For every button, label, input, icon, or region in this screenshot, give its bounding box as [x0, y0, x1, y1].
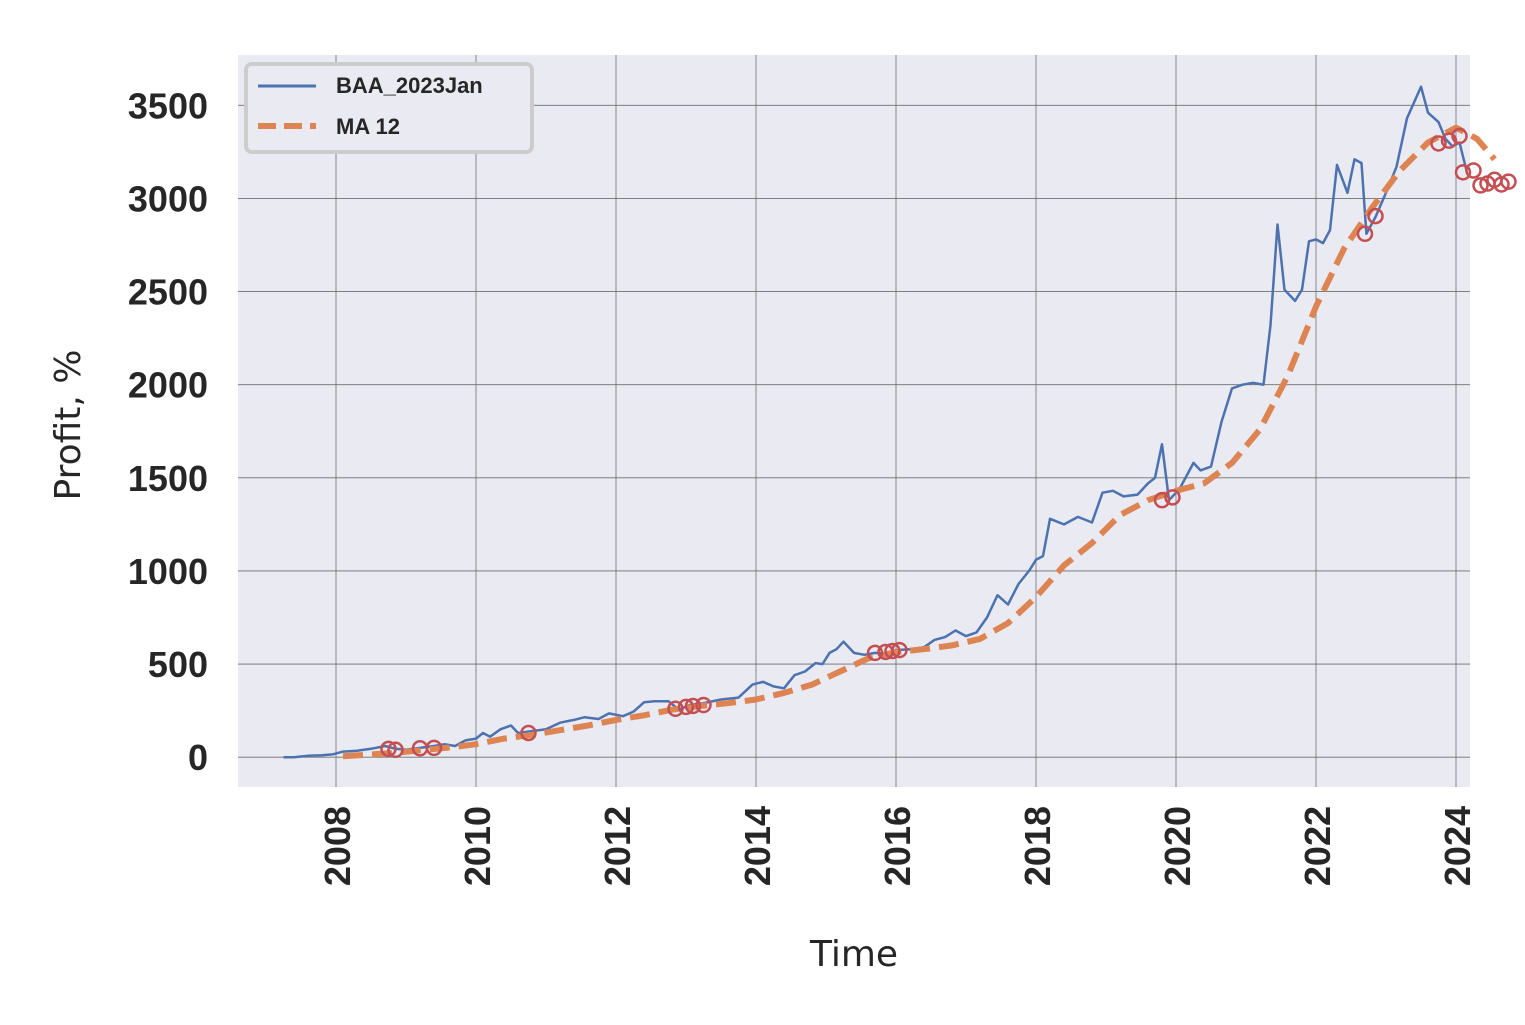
marker-point — [866, 644, 884, 662]
marker-point — [1465, 162, 1482, 179]
y-tick-label: 500 — [148, 644, 208, 685]
y-axis-label: Profit, % — [48, 350, 89, 501]
x-tick-label: 2014 — [737, 806, 778, 886]
marker-point — [1454, 164, 1472, 181]
series-line-ma12 — [342, 124, 1497, 760]
marker-point — [684, 697, 702, 715]
legend-box — [244, 62, 534, 154]
marker-point — [695, 696, 712, 714]
x-tick-label: 2008 — [317, 806, 358, 886]
y-axis-ticks: 0 500 1000 1500 2000 2500 3000 3500 — [128, 85, 208, 778]
plot-background — [238, 55, 1470, 787]
y-tick-label: 3500 — [128, 85, 208, 126]
marker-point — [380, 740, 397, 758]
marker-point — [520, 724, 537, 742]
legend-label-series: BAA_2023Jan — [336, 73, 483, 98]
grid — [238, 55, 1470, 787]
x-axis-ticks: 2008 2010 2012 2014 2016 2018 2020 2022 2024 — [317, 806, 1478, 886]
y-tick-label: 2000 — [128, 365, 208, 406]
series-layer — [283, 85, 1497, 760]
y-tick-label: 1500 — [128, 458, 208, 499]
marker-point — [677, 698, 695, 716]
x-tick-label: 2010 — [457, 806, 498, 886]
marker-point — [1367, 207, 1384, 225]
series-line-baa — [283, 85, 1468, 759]
legend-label-ma: MA 12 — [336, 114, 400, 139]
y-tick-label: 2500 — [128, 272, 208, 313]
marker-point — [1472, 177, 1489, 194]
marker-point — [387, 741, 404, 758]
x-tick-label: 2012 — [597, 806, 638, 886]
marker-layer — [380, 127, 1517, 758]
marker-point — [1430, 135, 1447, 152]
marker-point — [1500, 173, 1517, 190]
x-axis-label: Time — [809, 934, 898, 975]
marker-point — [1164, 489, 1181, 506]
marker-point — [1451, 127, 1468, 145]
x-tick-label: 2022 — [1297, 806, 1338, 886]
x-tick-label: 2024 — [1437, 806, 1478, 886]
x-tick-label: 2016 — [877, 806, 918, 886]
marker-point — [667, 700, 684, 718]
y-tick-label: 1000 — [128, 551, 208, 592]
marker-point — [884, 642, 901, 660]
y-tick-label: 3000 — [128, 178, 208, 219]
marker-point — [891, 641, 908, 659]
y-tick-label: 0 — [188, 737, 208, 778]
marker-point — [1153, 491, 1171, 509]
marker-point — [1356, 225, 1374, 243]
marker-point — [425, 739, 443, 757]
legend: BAA_2023Jan MA 12 — [244, 62, 534, 154]
x-tick-label: 2020 — [1157, 806, 1198, 886]
x-tick-label: 2018 — [1017, 806, 1058, 886]
